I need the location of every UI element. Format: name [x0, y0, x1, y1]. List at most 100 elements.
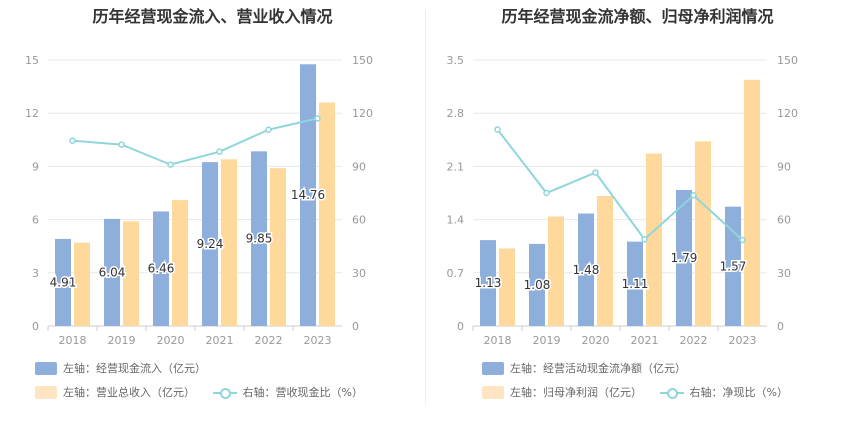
bar-series1 — [55, 238, 71, 326]
legend-item-bar1[interactable]: 左轴：经营现金流入（亿元） — [35, 360, 206, 376]
right-axis-tick-label: 30 — [777, 267, 791, 280]
ratio-line — [72, 117, 318, 166]
legend-item-bar2[interactable]: 左轴：归母净利润（亿元） — [482, 384, 642, 400]
left-axis-tick-label: 2.8 — [447, 107, 465, 120]
chart-plot-left: 0 0 3 30 6 60 9 90 12 120 15 150 2018 2019 2020 2021 202… — [25, 54, 373, 347]
x-axis-tick-label: 2021 — [206, 334, 234, 347]
left-axis-tick-label: 2.1 — [447, 160, 465, 173]
right-axis-tick-label: 120 — [777, 107, 798, 120]
bar-series1 — [676, 189, 692, 326]
bar-series2 — [319, 102, 335, 326]
bar-data-label: 1.57 — [720, 259, 747, 273]
bar-series1 — [480, 240, 496, 326]
bar-series2 — [74, 242, 90, 326]
ratio-line-point — [592, 169, 599, 176]
legend-label: 左轴：经营活动现金流净额（亿元） — [510, 362, 686, 375]
ratio-line-point — [690, 192, 697, 199]
x-axis-tick-label: 2019 — [108, 334, 136, 347]
bar-series1 — [251, 151, 267, 326]
x-axis-tick-label: 2021 — [631, 334, 659, 347]
ratio-line-point — [739, 236, 746, 244]
ratio-line — [496, 128, 744, 241]
bar-data-label: 1.08 — [524, 278, 551, 292]
bar-series2 — [646, 153, 662, 326]
legend-label: 左轴：营业总收入（亿元） — [63, 386, 195, 399]
legend-swatch-bar2 — [35, 385, 57, 399]
right-axis-tick-label: 60 — [777, 214, 791, 227]
left-axis-tick-label: 0 — [32, 320, 39, 333]
bar-series2 — [499, 248, 515, 326]
legend-item-line[interactable]: 右轴：净现比（%） — [659, 384, 788, 400]
bar-series2 — [744, 79, 760, 326]
legend-item-bar2[interactable]: 左轴：营业总收入（亿元） — [35, 384, 195, 400]
legend-label: 左轴：归母净利润（亿元） — [510, 386, 642, 399]
bar-series2 — [597, 196, 613, 326]
x-axis-tick-label: 2020 — [157, 334, 185, 347]
bar-series1 — [300, 64, 316, 327]
left-axis-tick-label: 0.7 — [447, 267, 465, 280]
ratio-line-point — [216, 148, 223, 155]
bar-series2 — [123, 221, 139, 326]
x-axis-tick-label: 2023 — [729, 334, 757, 347]
bar-series1 — [202, 162, 218, 326]
right-axis-tick-label: 90 — [352, 160, 366, 173]
right-axis-tick-label: 0 — [352, 320, 359, 333]
bar-data-label: 1.11 — [622, 277, 649, 291]
legend-swatch-bar2 — [482, 385, 504, 399]
legend-label: 右轴：营收现金比（%） — [242, 386, 363, 399]
x-axis-tick-label: 2018 — [59, 334, 87, 347]
ratio-line-point — [167, 161, 174, 168]
bar-data-label: 1.79 — [671, 251, 698, 265]
bar-series1 — [627, 241, 643, 326]
left-axis-tick-label: 0 — [457, 320, 464, 333]
right-axis-tick-label: 30 — [352, 267, 366, 280]
legend-swatch-bar1 — [35, 361, 57, 375]
x-axis-tick-label: 2020 — [582, 334, 610, 347]
x-axis-tick-label: 2018 — [484, 334, 512, 347]
right-axis-tick-label: 150 — [777, 54, 798, 67]
x-axis-tick-label: 2022 — [680, 334, 708, 347]
legend-swatch-bar1 — [482, 361, 504, 375]
right-axis-tick-label: 0 — [777, 320, 784, 333]
right-axis-tick-label: 60 — [352, 214, 366, 227]
legend-swatch-line — [659, 386, 684, 399]
bar-series1 — [153, 211, 169, 326]
ratio-line-point — [265, 126, 272, 133]
chart-plot-right: 0 0 0.7 30 1.4 60 2.1 90 2.8 120 3.5 150 2018 2019 202… — [447, 54, 799, 347]
left-axis-tick-label: 9 — [32, 160, 39, 173]
ratio-line-point — [543, 189, 550, 197]
left-axis-tick-label: 1.4 — [447, 214, 465, 227]
right-axis-tick-label: 90 — [777, 160, 791, 173]
right-axis-tick-label: 150 — [352, 54, 373, 67]
left-axis-tick-label: 6 — [32, 214, 39, 227]
chart-title: 历年经营现金流净额、归母净利润情况 — [501, 7, 774, 26]
left-axis-tick-label: 15 — [25, 54, 39, 67]
bar-data-label: 6.04 — [99, 265, 126, 279]
ratio-line-point — [69, 137, 76, 144]
bar-series1 — [529, 243, 545, 326]
legend-item-line[interactable]: 右轴：营收现金比（%） — [212, 384, 363, 400]
right-axis-tick-label: 120 — [352, 107, 373, 120]
bar-series2 — [172, 200, 188, 326]
bar-data-label: 4.91 — [50, 275, 77, 289]
bar-data-label: 1.13 — [475, 276, 502, 290]
bar-series2 — [695, 141, 711, 326]
bar-series1 — [578, 213, 594, 326]
legend-label: 右轴：净现比（%） — [689, 386, 788, 399]
bar-data-label: 9.24 — [197, 237, 224, 251]
bar-data-label: 6.46 — [148, 262, 175, 276]
legend-label: 左轴：经营现金流入（亿元） — [63, 362, 206, 375]
ratio-line-point — [494, 126, 501, 133]
ratio-line-point — [314, 115, 321, 122]
bar-series2 — [221, 159, 237, 326]
x-axis-tick-label: 2019 — [533, 334, 561, 347]
x-axis-tick-label: 2022 — [255, 334, 283, 347]
left-axis-tick-label: 3.5 — [447, 54, 465, 67]
bar-series2 — [548, 216, 564, 326]
chart-panel-right: 历年经营现金流净额、归母净利润情况 0 0 0.7 30 1.4 60 2.1 90 2.8 12… — [425, 0, 850, 437]
legend-item-bar1[interactable]: 左轴：经营活动现金流净额（亿元） — [482, 360, 686, 376]
bar-data-label: 9.85 — [246, 232, 273, 246]
legend-swatch-line — [212, 386, 237, 399]
bar-data-label: 1.48 — [573, 263, 600, 277]
bar-series1 — [725, 206, 741, 326]
